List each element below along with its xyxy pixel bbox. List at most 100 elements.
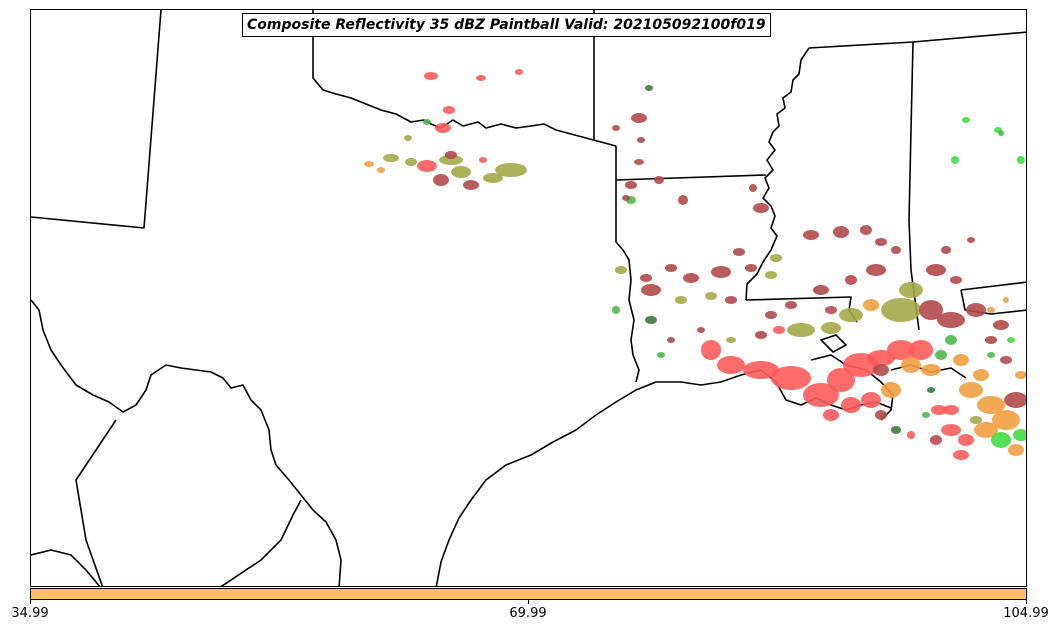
- border-al-ga: [960, 281, 1026, 291]
- reflectivity-blob: [1004, 392, 1026, 408]
- reflectivity-blob: [631, 113, 647, 123]
- reflectivity-blob: [443, 106, 455, 114]
- reflectivity-blob: [463, 180, 479, 190]
- reflectivity-blob: [705, 292, 717, 300]
- reflectivity-blob: [821, 322, 841, 334]
- reflectivity-blob: [861, 392, 881, 408]
- reflectivity-blob: [962, 117, 970, 123]
- reflectivity-blob: [787, 323, 815, 337]
- reflectivity-blob: [941, 246, 951, 254]
- reflectivity-blob: [881, 382, 901, 398]
- reflectivity-blob: [424, 72, 438, 80]
- reflectivity-blob: [937, 312, 965, 328]
- border-mexico-states-2: [220, 499, 302, 586]
- reflectivity-blob: [433, 174, 449, 186]
- reflectivity-blob: [927, 387, 935, 393]
- reflectivity-blob: [1013, 429, 1026, 441]
- reflectivity-blob: [657, 352, 665, 358]
- reflectivity-blob: [966, 303, 986, 317]
- reflectivity-blob: [439, 155, 463, 165]
- delta-coastline: [810, 354, 894, 421]
- border-tn-north: [808, 31, 1026, 49]
- reflectivity-blob: [803, 230, 819, 240]
- reflectivity-blob: [451, 166, 471, 178]
- colorbar-tick-label-mid: 69.99: [509, 606, 547, 621]
- reflectivity-blob: [875, 238, 887, 246]
- reflectivity-blob: [825, 306, 837, 314]
- map-canvas: [31, 10, 1026, 586]
- reflectivity-blob: [991, 432, 1011, 448]
- reflectivity-blob: [875, 410, 887, 420]
- reflectivity-blob: [985, 336, 997, 344]
- reflectivity-blob: [935, 350, 947, 360]
- reflectivity-blob: [987, 352, 995, 358]
- colorbar-tick-label-min: 34.99: [11, 606, 49, 621]
- border-la-ms: [745, 296, 858, 323]
- reflectivity-blob: [1000, 356, 1012, 364]
- reflectivity-blob: [701, 340, 721, 360]
- reflectivity-blob: [977, 396, 1005, 414]
- reflectivity-blob: [950, 276, 962, 284]
- reflectivity-blob: [773, 326, 785, 334]
- reflectivity-blob: [445, 151, 457, 159]
- reflectivity-blob: [377, 167, 385, 173]
- border-ok-tx-red-river: [312, 10, 617, 147]
- reflectivity-blob: [959, 382, 983, 398]
- reflectivity-blob: [1015, 371, 1026, 379]
- reflectivity-blob: [945, 335, 957, 345]
- reflectivity-blob: [839, 308, 863, 322]
- reflectivity-blob: [926, 264, 946, 276]
- reflectivity-blob: [899, 282, 923, 298]
- map-frame: [30, 9, 1027, 587]
- reflectivity-blob: [1017, 156, 1025, 164]
- reflectivity-blob: [515, 69, 523, 75]
- reflectivity-blob: [841, 397, 861, 413]
- reflectivity-blob: [634, 159, 644, 165]
- reflectivity-blob: [931, 405, 947, 415]
- mississippi-river: [745, 47, 810, 301]
- reflectivity-blob: [873, 364, 889, 376]
- reflectivity-blob: [495, 163, 527, 177]
- reflectivity-blob: [953, 354, 969, 366]
- reflectivity-blob: [863, 299, 879, 311]
- reflectivity-blob: [922, 412, 930, 418]
- reflectivity-blob: [476, 75, 486, 81]
- reflectivity-blob: [733, 248, 745, 256]
- reflectivity-blob: [891, 246, 901, 254]
- reflectivity-blob: [717, 356, 745, 374]
- border-nm-tx-west: [31, 10, 162, 229]
- reflectivity-blob: [951, 156, 959, 164]
- reflectivity-blob: [973, 369, 989, 381]
- reflectivity-blob: [813, 285, 829, 295]
- reflectivity-blob: [901, 357, 921, 373]
- border-mexico-states-1: [75, 419, 117, 586]
- border-mexico-states-3: [31, 549, 101, 586]
- reflectivity-blob: [640, 274, 652, 282]
- reflectivity-blob: [483, 173, 503, 183]
- reflectivity-blob: [678, 195, 688, 205]
- colorbar-tick: [1026, 600, 1027, 604]
- reflectivity-blob: [967, 237, 975, 243]
- reflectivity-blob: [364, 161, 374, 167]
- reflectivity-blob: [743, 361, 779, 379]
- reflectivity-blob: [993, 320, 1009, 330]
- reflectivity-blob: [992, 410, 1020, 430]
- reflectivity-blob: [930, 435, 942, 445]
- reflectivity-blob: [711, 266, 731, 278]
- reflectivity-blob: [404, 135, 412, 141]
- lake-pontchartrain: [820, 334, 847, 353]
- reflectivity-blob: [998, 130, 1004, 136]
- reflectivity-blob: [697, 327, 705, 333]
- border-tx-east: [615, 146, 640, 383]
- reflectivity-blob: [753, 203, 769, 213]
- reflectivity-blob: [881, 298, 921, 322]
- colorbar-tick-label-max: 104.99: [1003, 606, 1049, 621]
- reflectivity-blob: [1008, 444, 1024, 456]
- reflectivity-blob: [1007, 337, 1015, 343]
- reflectivity-blob: [745, 264, 757, 272]
- reflectivity-blob: [770, 254, 782, 262]
- reflectivity-blob: [755, 331, 767, 339]
- reflectivity-blob: [974, 422, 998, 438]
- reflectivity-blob: [749, 184, 757, 192]
- reflectivity-blob: [683, 273, 699, 283]
